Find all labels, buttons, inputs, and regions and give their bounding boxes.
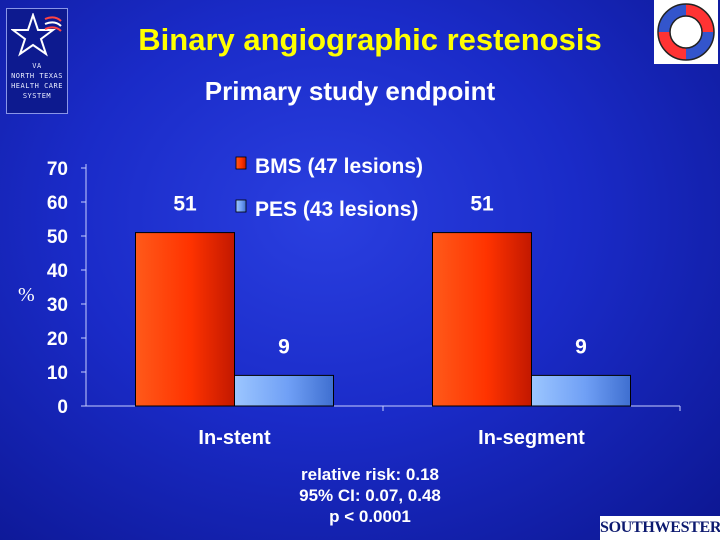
slide-subtitle: Primary study endpoint [204, 76, 496, 106]
va-logo-line: VA [32, 62, 42, 70]
life-ring-icon [657, 3, 715, 61]
life-ring-logo [654, 0, 718, 64]
confidence-interval-text: 95% CI: 0.07, 0.48 [299, 486, 441, 505]
y-tick-label: 50 [47, 227, 68, 248]
legend-swatch [235, 199, 247, 213]
va-logo-line: HEALTH CARE [11, 82, 63, 90]
southwestern-logo: SOUTHWESTERN [600, 516, 720, 540]
bar [432, 232, 532, 407]
y-tick-label: 70 [47, 159, 68, 180]
legend-label: BMS (47 lesions) [255, 155, 423, 178]
y-tick-label: 40 [47, 261, 68, 282]
va-logo-line: NORTH TEXAS [11, 72, 63, 80]
y-tick-label: 20 [47, 329, 68, 350]
chart-labels: 51 9 In-stent 51 9 In-segment [173, 193, 587, 449]
y-tick-label: 10 [47, 363, 68, 384]
data-label: 9 [575, 335, 587, 358]
x-tick-label: In-stent [198, 427, 271, 449]
va-logo-line: SYSTEM [22, 92, 52, 100]
bar [531, 374, 631, 407]
bar [234, 374, 334, 407]
relative-risk-text: relative risk: 0.18 [301, 465, 439, 484]
chart-legend: BMS (47 lesions) PES (43 lesions) [235, 155, 423, 221]
bar [135, 232, 235, 407]
y-tick-label: 0 [57, 397, 68, 418]
star-flag-icon [11, 13, 62, 57]
data-label: 51 [173, 193, 197, 216]
x-tick-label: In-segment [478, 427, 585, 449]
legend-label: PES (43 lesions) [255, 198, 418, 221]
va-logo: VA NORTH TEXAS HEALTH CARE SYSTEM [6, 8, 68, 114]
y-tick-label: 60 [47, 193, 68, 214]
chart-bars [135, 232, 631, 407]
y-tick-label: 30 [47, 295, 68, 316]
data-label: 9 [278, 335, 290, 358]
y-axis-unit: % [18, 284, 35, 306]
statistics-footnote: relative risk: 0.18 95% CI: 0.07, 0.48 p… [250, 464, 490, 527]
p-value-text: p < 0.0001 [329, 507, 411, 526]
slide-title: Binary angiographic restenosis [138, 22, 602, 57]
legend-swatch [235, 156, 247, 170]
data-label: 51 [470, 193, 494, 216]
